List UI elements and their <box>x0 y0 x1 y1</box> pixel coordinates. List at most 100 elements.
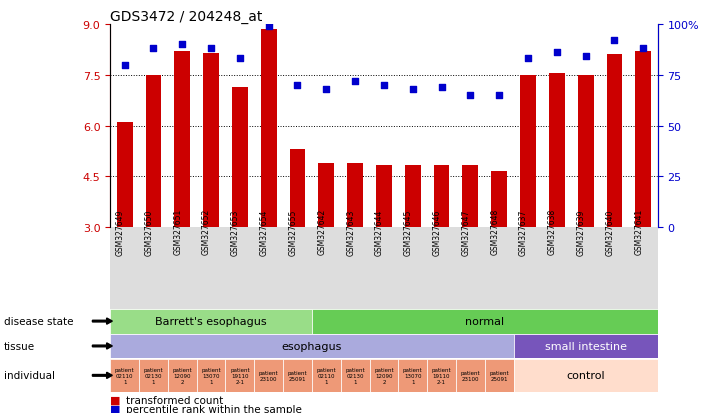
Text: tissue: tissue <box>4 341 35 351</box>
Point <box>234 56 245 63</box>
Text: GSM327642: GSM327642 <box>317 209 326 255</box>
Point <box>321 86 332 93</box>
Bar <box>110 309 312 334</box>
Text: GSM327647: GSM327647 <box>461 209 471 255</box>
Text: patient
25091: patient 25091 <box>489 370 509 381</box>
Bar <box>110 359 139 392</box>
Text: patient
19110
2-1: patient 19110 2-1 <box>432 367 451 384</box>
Bar <box>312 359 341 392</box>
Text: individual: individual <box>4 370 55 380</box>
Text: GSM327645: GSM327645 <box>404 209 413 255</box>
Bar <box>427 359 456 392</box>
Text: GSM327646: GSM327646 <box>432 209 442 255</box>
Text: GSM327641: GSM327641 <box>634 209 643 255</box>
Text: patient
02130
1: patient 02130 1 <box>346 367 365 384</box>
Text: Barrett's esophagus: Barrett's esophagus <box>155 316 267 326</box>
Bar <box>225 359 255 392</box>
Text: GSM327638: GSM327638 <box>547 209 557 255</box>
Text: disease state: disease state <box>4 316 73 326</box>
Bar <box>341 359 370 392</box>
Text: small intestine: small intestine <box>545 341 626 351</box>
Point <box>551 50 562 57</box>
Point <box>493 93 505 99</box>
Text: GSM327654: GSM327654 <box>260 209 269 255</box>
Bar <box>376 165 392 228</box>
Text: GSM327640: GSM327640 <box>606 209 614 255</box>
Text: GSM327648: GSM327648 <box>490 209 499 255</box>
Text: esophagus: esophagus <box>282 341 342 351</box>
Text: transformed count: transformed count <box>126 395 223 405</box>
Bar <box>398 359 427 392</box>
Text: GSM327653: GSM327653 <box>231 209 240 255</box>
Bar <box>491 172 507 228</box>
Bar <box>146 76 161 228</box>
Text: patient
12090
2: patient 12090 2 <box>173 367 192 384</box>
Bar <box>520 76 536 228</box>
Point <box>263 24 274 30</box>
Point <box>349 78 360 85</box>
Bar <box>312 309 658 334</box>
Bar <box>289 150 306 228</box>
Bar <box>232 88 248 228</box>
Text: GSM327639: GSM327639 <box>577 209 586 255</box>
Point <box>176 42 188 48</box>
Bar <box>347 164 363 228</box>
Point <box>523 56 534 63</box>
Text: GSM327650: GSM327650 <box>144 209 154 255</box>
Point <box>292 82 303 89</box>
Text: percentile rank within the sample: percentile rank within the sample <box>126 404 301 413</box>
Point <box>407 86 419 93</box>
Bar <box>283 359 312 392</box>
Bar <box>174 52 190 228</box>
Bar <box>456 359 485 392</box>
Bar <box>513 334 658 358</box>
Bar <box>197 359 225 392</box>
Text: GSM327649: GSM327649 <box>116 209 124 255</box>
Point <box>609 38 620 44</box>
Text: control: control <box>567 370 605 380</box>
Text: normal: normal <box>465 316 504 326</box>
Bar <box>636 52 651 228</box>
Bar <box>370 359 398 392</box>
Bar <box>117 123 132 228</box>
Text: patient
02110
1: patient 02110 1 <box>316 367 336 384</box>
Bar <box>405 165 421 228</box>
Text: patient
25091: patient 25091 <box>288 370 307 381</box>
Text: GSM327652: GSM327652 <box>202 209 211 255</box>
Bar <box>434 165 449 228</box>
Bar <box>139 359 168 392</box>
Bar <box>110 334 513 358</box>
Text: GSM327644: GSM327644 <box>375 209 384 255</box>
Bar <box>578 76 594 228</box>
Text: patient
02110
1: patient 02110 1 <box>114 367 134 384</box>
Point <box>148 46 159 52</box>
Bar <box>606 55 622 228</box>
Bar <box>168 359 197 392</box>
Text: patient
02130
1: patient 02130 1 <box>144 367 164 384</box>
Bar <box>549 74 565 228</box>
Bar <box>513 359 658 392</box>
Text: ■: ■ <box>110 404 121 413</box>
Text: GSM327655: GSM327655 <box>289 209 297 255</box>
Point <box>465 93 476 99</box>
Point <box>638 46 649 52</box>
Point <box>378 82 390 89</box>
Bar <box>203 54 219 228</box>
Text: GSM327651: GSM327651 <box>173 209 182 255</box>
Bar <box>261 30 277 228</box>
Text: GSM327637: GSM327637 <box>519 209 528 255</box>
Text: GDS3472 / 204248_at: GDS3472 / 204248_at <box>110 10 262 24</box>
Bar <box>485 359 513 392</box>
Point <box>119 62 130 69</box>
Bar <box>255 359 283 392</box>
Text: patient
23100: patient 23100 <box>259 370 279 381</box>
Text: patient
12090
2: patient 12090 2 <box>374 367 394 384</box>
Text: patient
13070
1: patient 13070 1 <box>403 367 422 384</box>
Text: patient
23100: patient 23100 <box>461 370 480 381</box>
Bar <box>462 165 479 228</box>
Text: patient
13070
1: patient 13070 1 <box>201 367 221 384</box>
Point <box>205 46 217 52</box>
Bar <box>319 164 334 228</box>
Point <box>580 54 592 61</box>
Text: patient
19110
2-1: patient 19110 2-1 <box>230 367 250 384</box>
